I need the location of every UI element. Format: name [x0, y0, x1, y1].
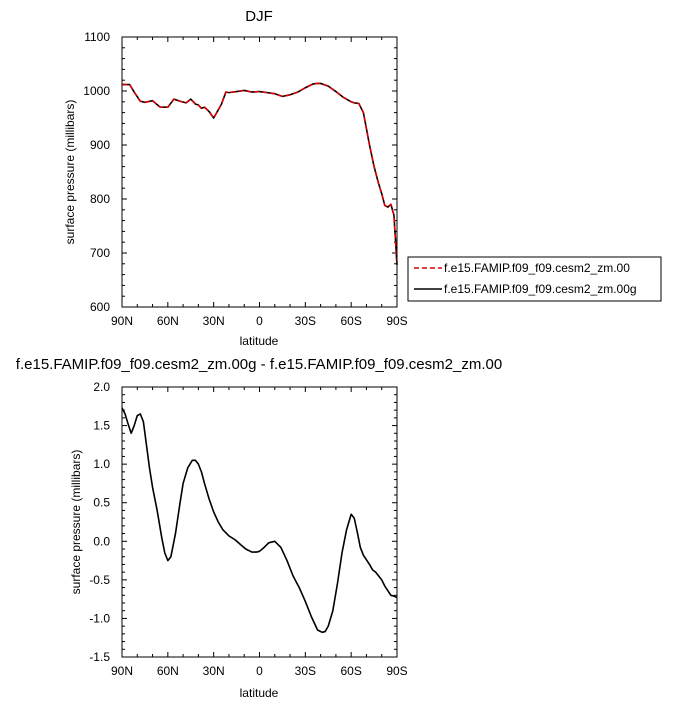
top-chart-x-tick-label: 30N: [203, 314, 225, 328]
legend-label-series-2: f.e15.FAMIP.f09_f09.cesm2_zm.00g: [444, 282, 637, 296]
bottom-chart: f.e15.FAMIP.f09_f09.cesm2_zm.00g - f.e15…: [16, 356, 502, 700]
bottom-chart-x-tick-label: 30S: [295, 664, 316, 678]
top-chart-y-tick-label: 1000: [83, 84, 110, 98]
bottom-chart-x-tick-label: 30N: [203, 664, 225, 678]
bottom-chart-title: f.e15.FAMIP.f09_f09.cesm2_zm.00g - f.e15…: [16, 356, 502, 373]
bottom-chart-x-tick-label: 60S: [340, 664, 361, 678]
top-chart-series-line-1: [122, 82, 398, 265]
top-chart-x-axis-title: latitude: [240, 334, 279, 348]
top-chart-x-tick-label: 30S: [295, 314, 316, 328]
top-chart-y-tick-label: 600: [90, 300, 110, 314]
top-chart-x-tick-label: 90N: [111, 314, 133, 328]
top-chart-y-tick-label: 800: [90, 192, 110, 206]
bottom-chart-x-axis-title: latitude: [240, 686, 279, 700]
top-chart-series-line-2: [122, 82, 398, 265]
top-chart-x-tick-label: 90S: [386, 314, 407, 328]
bottom-chart-ticks: 90N 60N 30N 0 30S 60S 90S -1.5 -1.0 -0.5 0.0 0.5 1.0…: [89, 380, 407, 678]
bottom-chart-frame: [121, 386, 398, 658]
bottom-chart-y-tick-label: 1.0: [93, 457, 110, 471]
top-chart-x-tick-label: 60S: [340, 314, 361, 328]
bottom-chart-x-tick-label: 90S: [386, 664, 407, 678]
top-chart-y-axis-title: surface pressure (millibars): [63, 100, 77, 245]
top-chart: DJF 90N 60N 30N 0 30S 60S 90S 600 700 800 900 1000 1…: [63, 8, 662, 348]
top-chart-x-tick-label: 60N: [157, 314, 179, 328]
bottom-chart-series: [121, 407, 398, 634]
bottom-chart-y-tick-label: 0.5: [93, 496, 110, 510]
top-chart-frame: [121, 36, 398, 308]
bottom-chart-y-tick-label: 2.0: [93, 380, 110, 394]
bottom-chart-y-axis-title: surface pressure (millibars): [69, 450, 83, 595]
bottom-chart-y-tick-label: -1.0: [89, 611, 110, 625]
top-chart-x-tick-label: 0: [256, 314, 263, 328]
top-chart-series: [122, 82, 398, 265]
bottom-chart-y-tick-label: 0.0: [93, 534, 110, 548]
legend-box: [407, 256, 662, 302]
top-chart-ticks: 90N 60N 30N 0 30S 60S 90S 600 700 800 900 1000 1100: [83, 30, 407, 328]
bottom-chart-y-tick-label: -0.5: [89, 573, 110, 587]
top-chart-legend: f.e15.FAMIP.f09_f09.cesm2_zm.00 f.e15.FA…: [407, 256, 662, 302]
top-chart-title: DJF: [245, 8, 273, 25]
bottom-chart-x-tick-label: 0: [256, 664, 263, 678]
bottom-chart-series-line-1: [121, 407, 398, 634]
top-chart-y-tick-label: 900: [90, 138, 110, 152]
bottom-chart-x-tick-label: 60N: [157, 664, 179, 678]
bottom-chart-x-tick-label: 90N: [111, 664, 133, 678]
bottom-chart-y-tick-label: -1.5: [89, 650, 110, 664]
top-chart-y-tick-label: 700: [90, 246, 110, 260]
top-chart-y-tick-label: 1100: [84, 30, 110, 44]
bottom-chart-y-tick-label: 1.5: [93, 419, 110, 433]
legend-label-series-1: f.e15.FAMIP.f09_f09.cesm2_zm.00: [444, 261, 630, 275]
